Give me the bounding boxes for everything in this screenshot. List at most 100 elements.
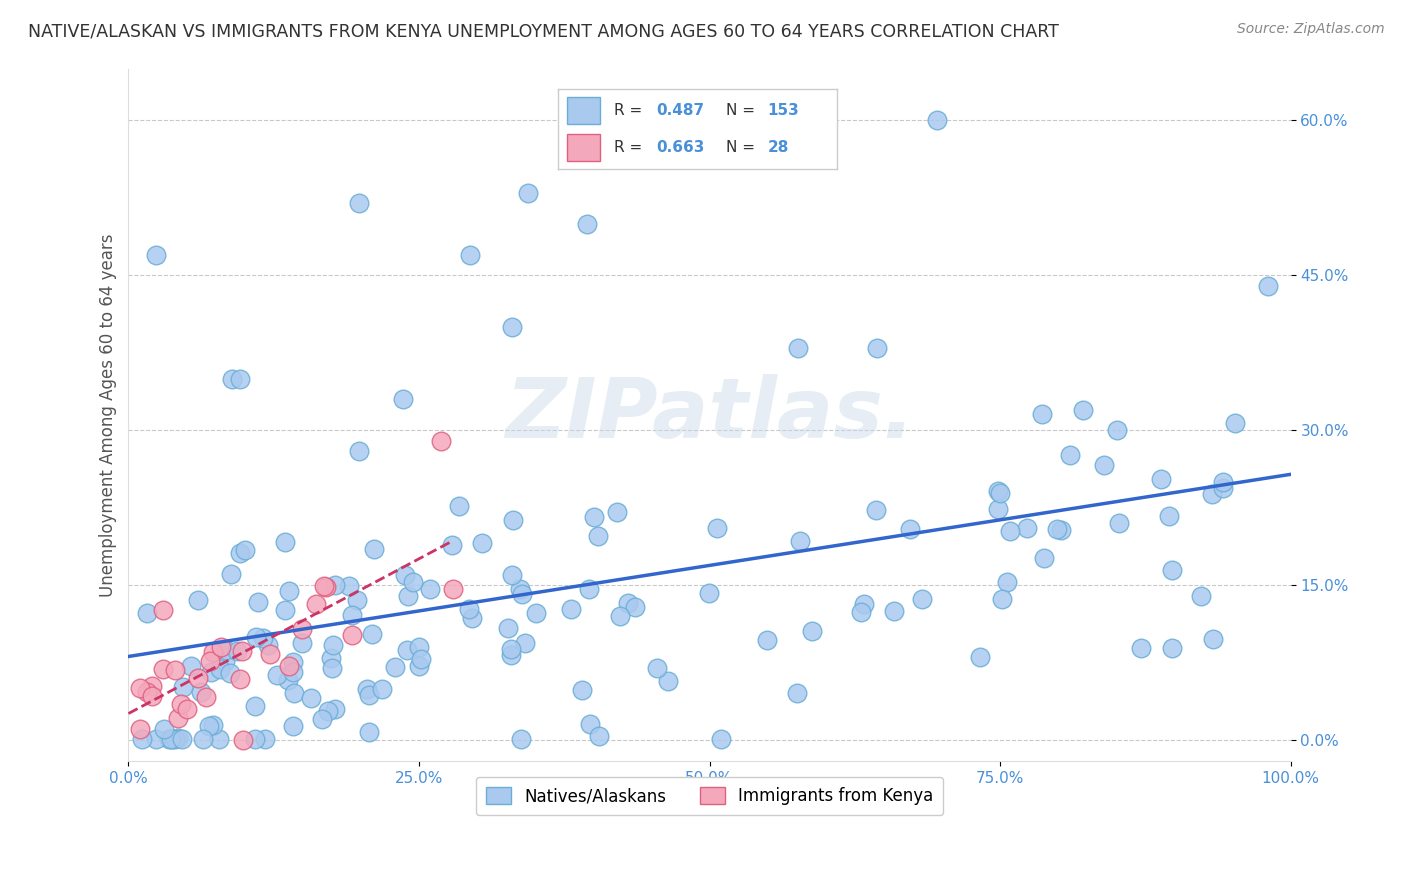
Point [157,732,180,747]
Point [277,673,299,687]
Point [440,538,463,552]
Point [849,606,872,620]
Point [325,578,347,592]
Legend: Natives/Alaskans, Immigrants from Kenya: Natives/Alaskans, Immigrants from Kenya [475,777,943,815]
Point [865,503,887,517]
Point [1073,402,1095,417]
Point [311,712,333,726]
Point [278,659,301,673]
Point [991,592,1014,607]
Point [396,589,419,603]
Point [337,579,360,593]
Point [1201,487,1223,501]
Point [319,651,342,665]
Point [198,654,221,668]
Point [1107,423,1129,437]
Point [163,663,186,677]
Point [624,600,647,615]
Point [233,543,256,558]
Point [402,575,425,590]
Point [501,648,523,663]
Point [571,683,593,698]
Point [458,247,481,261]
Point [226,644,249,658]
Point [579,717,602,731]
Point [391,392,413,407]
Point [575,217,598,231]
Point [883,604,905,618]
Point [247,595,270,609]
Point [163,732,186,747]
Point [221,371,243,385]
Point [1212,481,1234,495]
Point [281,719,304,733]
Point [995,575,1018,590]
Point [266,668,288,682]
Point [187,593,209,607]
Point [513,635,536,649]
Point [195,690,218,704]
Point [866,341,889,355]
Point [501,641,523,656]
Point [502,320,524,334]
Point [254,732,277,747]
Point [322,638,344,652]
Point [657,674,679,689]
Point [349,195,371,210]
Point [259,647,281,661]
Point [129,681,152,695]
Point [1225,416,1247,430]
Point [560,602,582,616]
Point [162,732,184,747]
Point [245,630,267,644]
Point [510,587,533,601]
Point [496,621,519,635]
Point [852,597,875,611]
Point [1202,632,1225,647]
Point [340,608,363,623]
Point [232,732,254,747]
Point [215,642,238,657]
Point [969,649,991,664]
Point [190,685,212,699]
Point [430,434,453,448]
Point [509,582,531,597]
Point [801,624,824,639]
Point [136,606,159,620]
Point [1050,523,1073,537]
Y-axis label: Unemployment Among Ages 60 to 64 years: Unemployment Among Ages 60 to 64 years [100,233,117,597]
Point [786,686,808,700]
Point [152,602,174,616]
Point [129,722,152,736]
Point [509,732,531,747]
Point [209,640,232,654]
Point [1031,407,1053,421]
Point [441,582,464,596]
Point [315,580,337,594]
Point [697,585,720,599]
Point [172,680,194,694]
Point [349,444,371,458]
Point [1108,516,1130,531]
Point [363,542,385,557]
Point [167,731,190,746]
Point [357,724,380,739]
Point [911,591,934,606]
Text: Source: ZipAtlas.com: Source: ZipAtlas.com [1237,22,1385,37]
Point [281,665,304,679]
Point [1046,522,1069,536]
Point [219,567,242,582]
Point [200,665,222,679]
Point [299,691,322,706]
Point [170,732,193,747]
Point [609,609,631,624]
Point [323,702,346,716]
Point [231,644,253,658]
Point [710,732,733,747]
Point [987,501,1010,516]
Point [145,732,167,747]
Point [361,627,384,641]
Point [501,567,523,582]
Point [1161,563,1184,577]
Point [201,645,224,659]
